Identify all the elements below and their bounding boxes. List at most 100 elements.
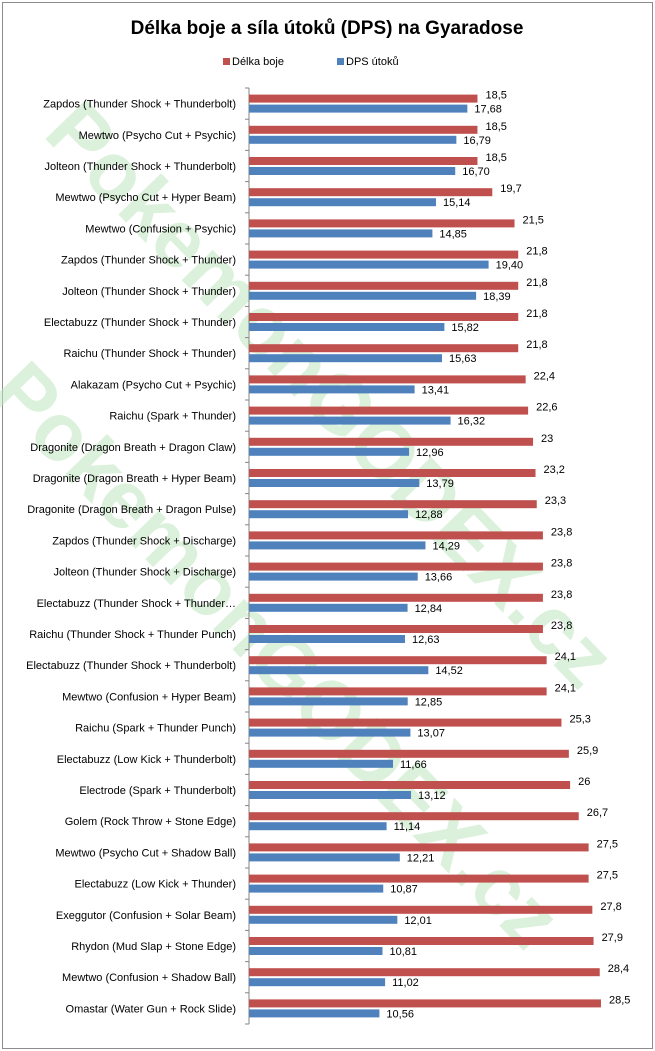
category-label: Mewtwo (Confusion + Hyper Beam) <box>62 691 236 703</box>
data-label-dps-utoku: 12,01 <box>404 915 432 927</box>
bar-dps-utoku <box>249 323 445 331</box>
category-label: Jolteon (Thunder Shock + Discharge) <box>53 567 236 579</box>
legend-swatch-2 <box>337 58 344 65</box>
data-label-dps-utoku: 12,21 <box>407 852 435 864</box>
chart-title: Délka boje a síla útoků (DPS) na Gyarado… <box>131 18 524 39</box>
category-label: Dragonite (Dragon Breath + Hyper Beam) <box>33 473 236 485</box>
category-label: Electabuzz (Thunder Shock + Thunder… <box>37 598 236 610</box>
bar-delka-boje <box>249 999 601 1008</box>
data-label-delka-boje: 27,5 <box>597 838 618 850</box>
bar-dps-utoku <box>249 291 477 300</box>
data-label-dps-utoku: 13,41 <box>422 384 450 396</box>
bar-dps-utoku <box>249 978 386 987</box>
legend-label-2: DPS útoků <box>346 56 399 68</box>
data-label-dps-utoku: 10,87 <box>390 884 418 896</box>
data-label-delka-boje: 23,8 <box>551 589 572 601</box>
data-label-delka-boje: 23,8 <box>551 558 572 570</box>
legend-label-1: Délka boje <box>232 56 284 68</box>
category-label: Exeggutor (Confusion + Solar Beam) <box>56 910 236 922</box>
category-label: Electabuzz (Thunder Shock + Thunderbolt) <box>26 660 236 672</box>
data-label-delka-boje: 23 <box>541 433 553 445</box>
bar-dps-utoku <box>249 822 387 831</box>
data-label-delka-boje: 22,4 <box>534 370 555 382</box>
category-label: Zapdos (Thunder Shock + Discharge) <box>52 535 236 547</box>
bar-dps-utoku <box>249 135 457 144</box>
data-label-dps-utoku: 16,79 <box>463 135 491 147</box>
bar-dps-utoku <box>249 603 408 612</box>
data-label-delka-boje: 18,5 <box>485 121 506 133</box>
category-label: Dragonite (Dragon Breath + Dragon Claw) <box>30 442 236 454</box>
bar-delka-boje <box>249 531 543 540</box>
bar-delka-boje <box>249 344 519 353</box>
bar-dps-utoku <box>249 510 409 519</box>
bar-dps-utoku <box>249 104 468 113</box>
data-label-delka-boje: 28,4 <box>608 963 629 975</box>
bar-delka-boje <box>249 500 537 509</box>
bar-dps-utoku <box>249 853 400 862</box>
bar-dps-utoku <box>249 915 398 924</box>
data-label-dps-utoku: 12,96 <box>416 447 444 459</box>
data-label-dps-utoku: 13,12 <box>418 790 446 802</box>
bar-dps-utoku <box>249 385 415 394</box>
bar-dps-utoku <box>249 635 405 643</box>
data-label-delka-boje: 19,7 <box>500 183 521 195</box>
bar-delka-boje <box>249 718 562 727</box>
data-label-dps-utoku: 15,63 <box>449 353 477 365</box>
bar-dps-utoku <box>249 572 418 581</box>
data-label-delka-boje: 24,1 <box>555 651 576 663</box>
bar-delka-boje <box>249 781 571 789</box>
data-label-dps-utoku: 13,79 <box>426 478 454 490</box>
category-label: Jolteon (Thunder Shock + Thunder) <box>62 286 236 298</box>
data-label-dps-utoku: 14,52 <box>435 665 463 677</box>
category-label: Zapdos (Thunder Shock + Thunder) <box>61 255 236 267</box>
bar-delka-boje <box>249 812 579 821</box>
category-label: Raichu (Spark + Thunder) <box>109 411 236 423</box>
bar-delka-boje <box>249 250 519 259</box>
bar-delka-boje <box>249 219 515 228</box>
bar-delka-boje <box>249 469 536 477</box>
bar-delka-boje <box>249 157 478 165</box>
data-label-delka-boje: 21,8 <box>526 339 547 351</box>
bar-dps-utoku <box>249 229 433 238</box>
bar-dps-utoku <box>249 354 443 363</box>
data-label-dps-utoku: 15,82 <box>451 322 479 334</box>
data-label-delka-boje: 21,5 <box>523 214 544 226</box>
data-label-delka-boje: 28,5 <box>609 994 630 1006</box>
category-label: Raichu (Spark + Thunder Punch) <box>75 723 236 735</box>
data-label-dps-utoku: 11,02 <box>392 977 419 989</box>
bar-delka-boje <box>249 687 547 696</box>
data-label-dps-utoku: 16,32 <box>458 416 486 428</box>
bar-dps-utoku <box>249 947 383 955</box>
data-label-delka-boje: 27,9 <box>602 932 623 944</box>
data-label-dps-utoku: 13,66 <box>425 572 453 584</box>
bar-dps-utoku <box>249 260 489 269</box>
bar-delka-boje <box>249 593 543 602</box>
data-label-dps-utoku: 19,40 <box>496 260 524 272</box>
bar-dps-utoku <box>249 167 456 175</box>
data-label-delka-boje: 26 <box>578 776 590 788</box>
category-label: Alakazam (Psycho Cut + Psychic) <box>71 379 236 391</box>
category-label: Jolteon (Thunder Shock + Thunderbolt) <box>45 161 237 173</box>
data-label-dps-utoku: 11,14 <box>394 821 421 833</box>
bar-dps-utoku <box>249 759 394 768</box>
data-label-dps-utoku: 12,85 <box>415 696 443 708</box>
bar-delka-boje <box>249 188 493 197</box>
bar-delka-boje <box>249 406 529 415</box>
data-label-dps-utoku: 10,81 <box>390 946 418 958</box>
data-label-delka-boje: 18,5 <box>485 152 506 164</box>
category-label: Electabuzz (Thunder Shock + Thunder) <box>44 317 236 329</box>
bar-dps-utoku <box>249 1009 380 1018</box>
bar-delka-boje <box>249 313 519 321</box>
category-label: Zapdos (Thunder Shock + Thunderbolt) <box>43 99 236 111</box>
category-label: Mewtwo (Psycho Cut + Hyper Beam) <box>55 192 236 204</box>
data-label-dps-utoku: 16,70 <box>462 166 490 178</box>
category-label: Dragonite (Dragon Breath + Dragon Pulse) <box>27 504 236 516</box>
data-label-dps-utoku: 17,68 <box>474 104 502 116</box>
data-label-delka-boje: 24,1 <box>555 682 576 694</box>
category-label: Electabuzz (Low Kick + Thunder) <box>74 879 236 891</box>
bar-delka-boje <box>249 625 543 633</box>
bar-dps-utoku <box>249 447 410 456</box>
bar-delka-boje <box>249 905 593 914</box>
